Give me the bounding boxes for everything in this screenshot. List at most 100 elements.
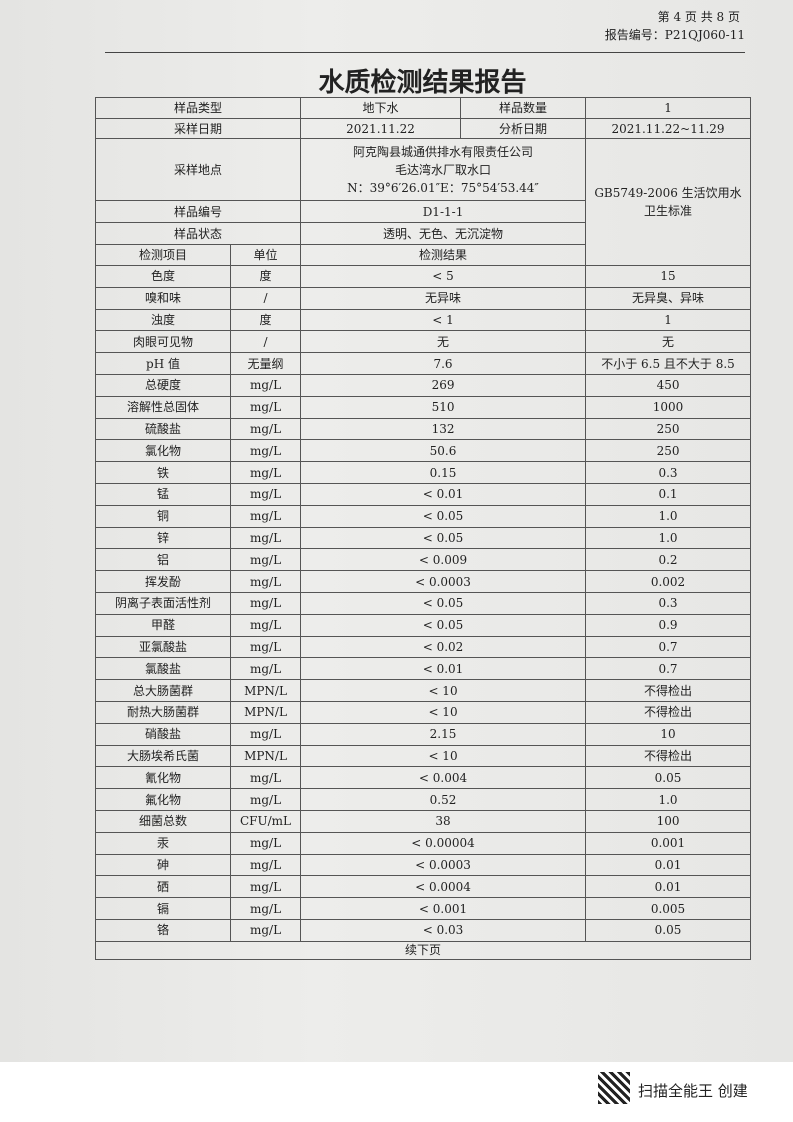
table-row: 氯酸盐 mg/L < 0.01 0.7 xyxy=(95,657,752,681)
result: < 0.001 xyxy=(300,897,587,920)
item: 阴离子表面活性剂 xyxy=(95,591,231,615)
qr-icon xyxy=(598,1072,630,1104)
unit: mg/L xyxy=(229,613,302,637)
column-header: 检测结果 xyxy=(300,244,587,266)
result: 0.52 xyxy=(300,788,587,811)
unit: mg/L xyxy=(229,526,302,550)
unit: mg/L xyxy=(229,766,302,790)
unit: 度 xyxy=(229,265,302,288)
table-row: 铬 mg/L < 0.03 0.05 xyxy=(95,918,752,942)
column-header: 检测项目 xyxy=(95,244,231,266)
limit: 1000 xyxy=(585,395,752,419)
limit: 250 xyxy=(585,439,752,463)
unit: 无量纲 xyxy=(229,352,302,375)
table-row: 镉 mg/L < 0.001 0.005 xyxy=(95,897,752,920)
table-row: 细菌总数 CFU/mL 38 100 xyxy=(95,809,752,833)
limit: 0.9 xyxy=(585,613,752,637)
item: 氯酸盐 xyxy=(95,657,231,681)
value: 地下水 xyxy=(300,97,462,119)
limit: 0.01 xyxy=(585,875,752,899)
table-row: 样品状态 透明、无色、无沉淀物 xyxy=(94,222,751,245)
result-table: 样品类型 地下水 样品数量 1 采样日期 2021.11.22 分析日期 2021.11.22… xyxy=(94,97,752,960)
value: 透明、无色、无沉淀物 xyxy=(300,222,587,245)
table-row: 肉眼可见物 / 无无 xyxy=(95,330,752,354)
item: 铝 xyxy=(95,548,231,572)
location-line: 毛达湾水厂取水口 xyxy=(395,162,492,177)
result: 无 xyxy=(300,330,587,354)
unit: mg/L xyxy=(229,570,302,593)
unit: mg/L xyxy=(229,439,302,463)
result: 38 xyxy=(300,809,587,833)
column-header: 单位 xyxy=(229,244,302,266)
result: < 0.00004 xyxy=(300,831,587,855)
header-rule xyxy=(105,52,745,53)
unit: 度 xyxy=(229,308,302,332)
item: 耐热大肠菌群 xyxy=(95,700,231,724)
result: < 10 xyxy=(300,700,587,724)
result: 132 xyxy=(300,417,587,441)
limit: 10 xyxy=(585,722,752,746)
label: 采样地点 xyxy=(94,138,302,201)
limit: 0.05 xyxy=(585,918,752,942)
limit: 不得检出 xyxy=(585,744,752,768)
unit: mg/L xyxy=(229,722,302,746)
table-row: 汞 mg/L < 0.00004 0.001 xyxy=(95,831,752,855)
value: 2021.11.22~11.29 xyxy=(585,118,752,139)
unit: / xyxy=(229,286,302,310)
limit: 不得检出 xyxy=(585,700,752,724)
limit: 450 xyxy=(585,373,752,397)
unit: MPN/L xyxy=(229,679,302,702)
table-row: 样品编号 D1-1-1 xyxy=(94,200,751,223)
limit: 100 xyxy=(585,809,752,833)
result: < 0.0004 xyxy=(300,875,587,899)
result: < 0.05 xyxy=(300,504,587,528)
limit: 0.002 xyxy=(585,570,752,593)
result: < 0.05 xyxy=(300,613,587,637)
item: 氯化物 xyxy=(95,439,231,463)
watermark: 扫描全能王 创建 xyxy=(638,1082,748,1100)
item: 氰化物 xyxy=(95,766,231,790)
limit: 1.0 xyxy=(585,504,752,528)
result: < 0.0003 xyxy=(300,570,587,593)
unit: mg/L xyxy=(229,591,302,615)
table-row: 硒 mg/L < 0.0004 0.01 xyxy=(95,875,752,899)
unit: MPN/L xyxy=(229,744,302,768)
table-row: 硫酸盐 mg/L 132 250 xyxy=(95,417,752,441)
label: 分析日期 xyxy=(460,118,587,139)
table-row: 采样日期 2021.11.22 分析日期 2021.11.22~11.29 xyxy=(94,118,752,139)
table-row: 总大肠菌群 MPN/L < 10 不得检出 xyxy=(95,679,752,702)
unit: mg/L xyxy=(229,395,302,419)
table-row: 砷 mg/L < 0.0003 0.01 xyxy=(95,853,752,877)
table-row: 氯化物 mg/L 50.6 250 xyxy=(95,439,752,463)
unit: mg/L xyxy=(229,918,302,942)
result: < 0.02 xyxy=(300,635,587,659)
item: 硝酸盐 xyxy=(95,722,231,746)
item: 铬 xyxy=(95,918,231,942)
item: 氟化物 xyxy=(95,788,231,811)
standard: GB5749-2006 生活饮用水卫生标准 xyxy=(585,138,752,266)
limit: 0.05 xyxy=(585,766,752,790)
table-row: 续下页 xyxy=(94,940,752,960)
unit: mg/L xyxy=(229,482,302,506)
table-row: 甲醛 mg/L < 0.05 0.9 xyxy=(95,613,752,637)
item: 镉 xyxy=(95,897,231,920)
table-row: 总硬度 mg/L 269 450 xyxy=(95,373,752,397)
location: 阿克陶县城通供排水有限责任公司 毛达湾水厂取水口 N：39°6′26.01″E：75… xyxy=(300,138,587,201)
item: 色度 xyxy=(95,265,231,288)
table-row: 大肠埃希氏菌 MPN/L < 10 不得检出 xyxy=(95,744,752,768)
limit: 0.1 xyxy=(585,482,752,506)
limit: 0.2 xyxy=(585,548,752,572)
item: 浊度 xyxy=(95,308,231,332)
unit: / xyxy=(229,330,302,354)
unit: mg/L xyxy=(229,417,302,441)
item: 总大肠菌群 xyxy=(95,679,231,702)
location-line: 阿克陶县城通供排水有限责任公司 xyxy=(353,144,534,159)
table-row: 挥发酚 mg/L < 0.0003 0.002 xyxy=(95,570,752,593)
table-row: pH 值无量纲 7.6 不小于 6.5 且不大于 8.5 xyxy=(95,352,752,375)
unit: mg/L xyxy=(229,875,302,899)
item: 铜 xyxy=(95,504,231,528)
limit: 0.001 xyxy=(585,831,752,855)
limit: 无 xyxy=(585,330,752,354)
